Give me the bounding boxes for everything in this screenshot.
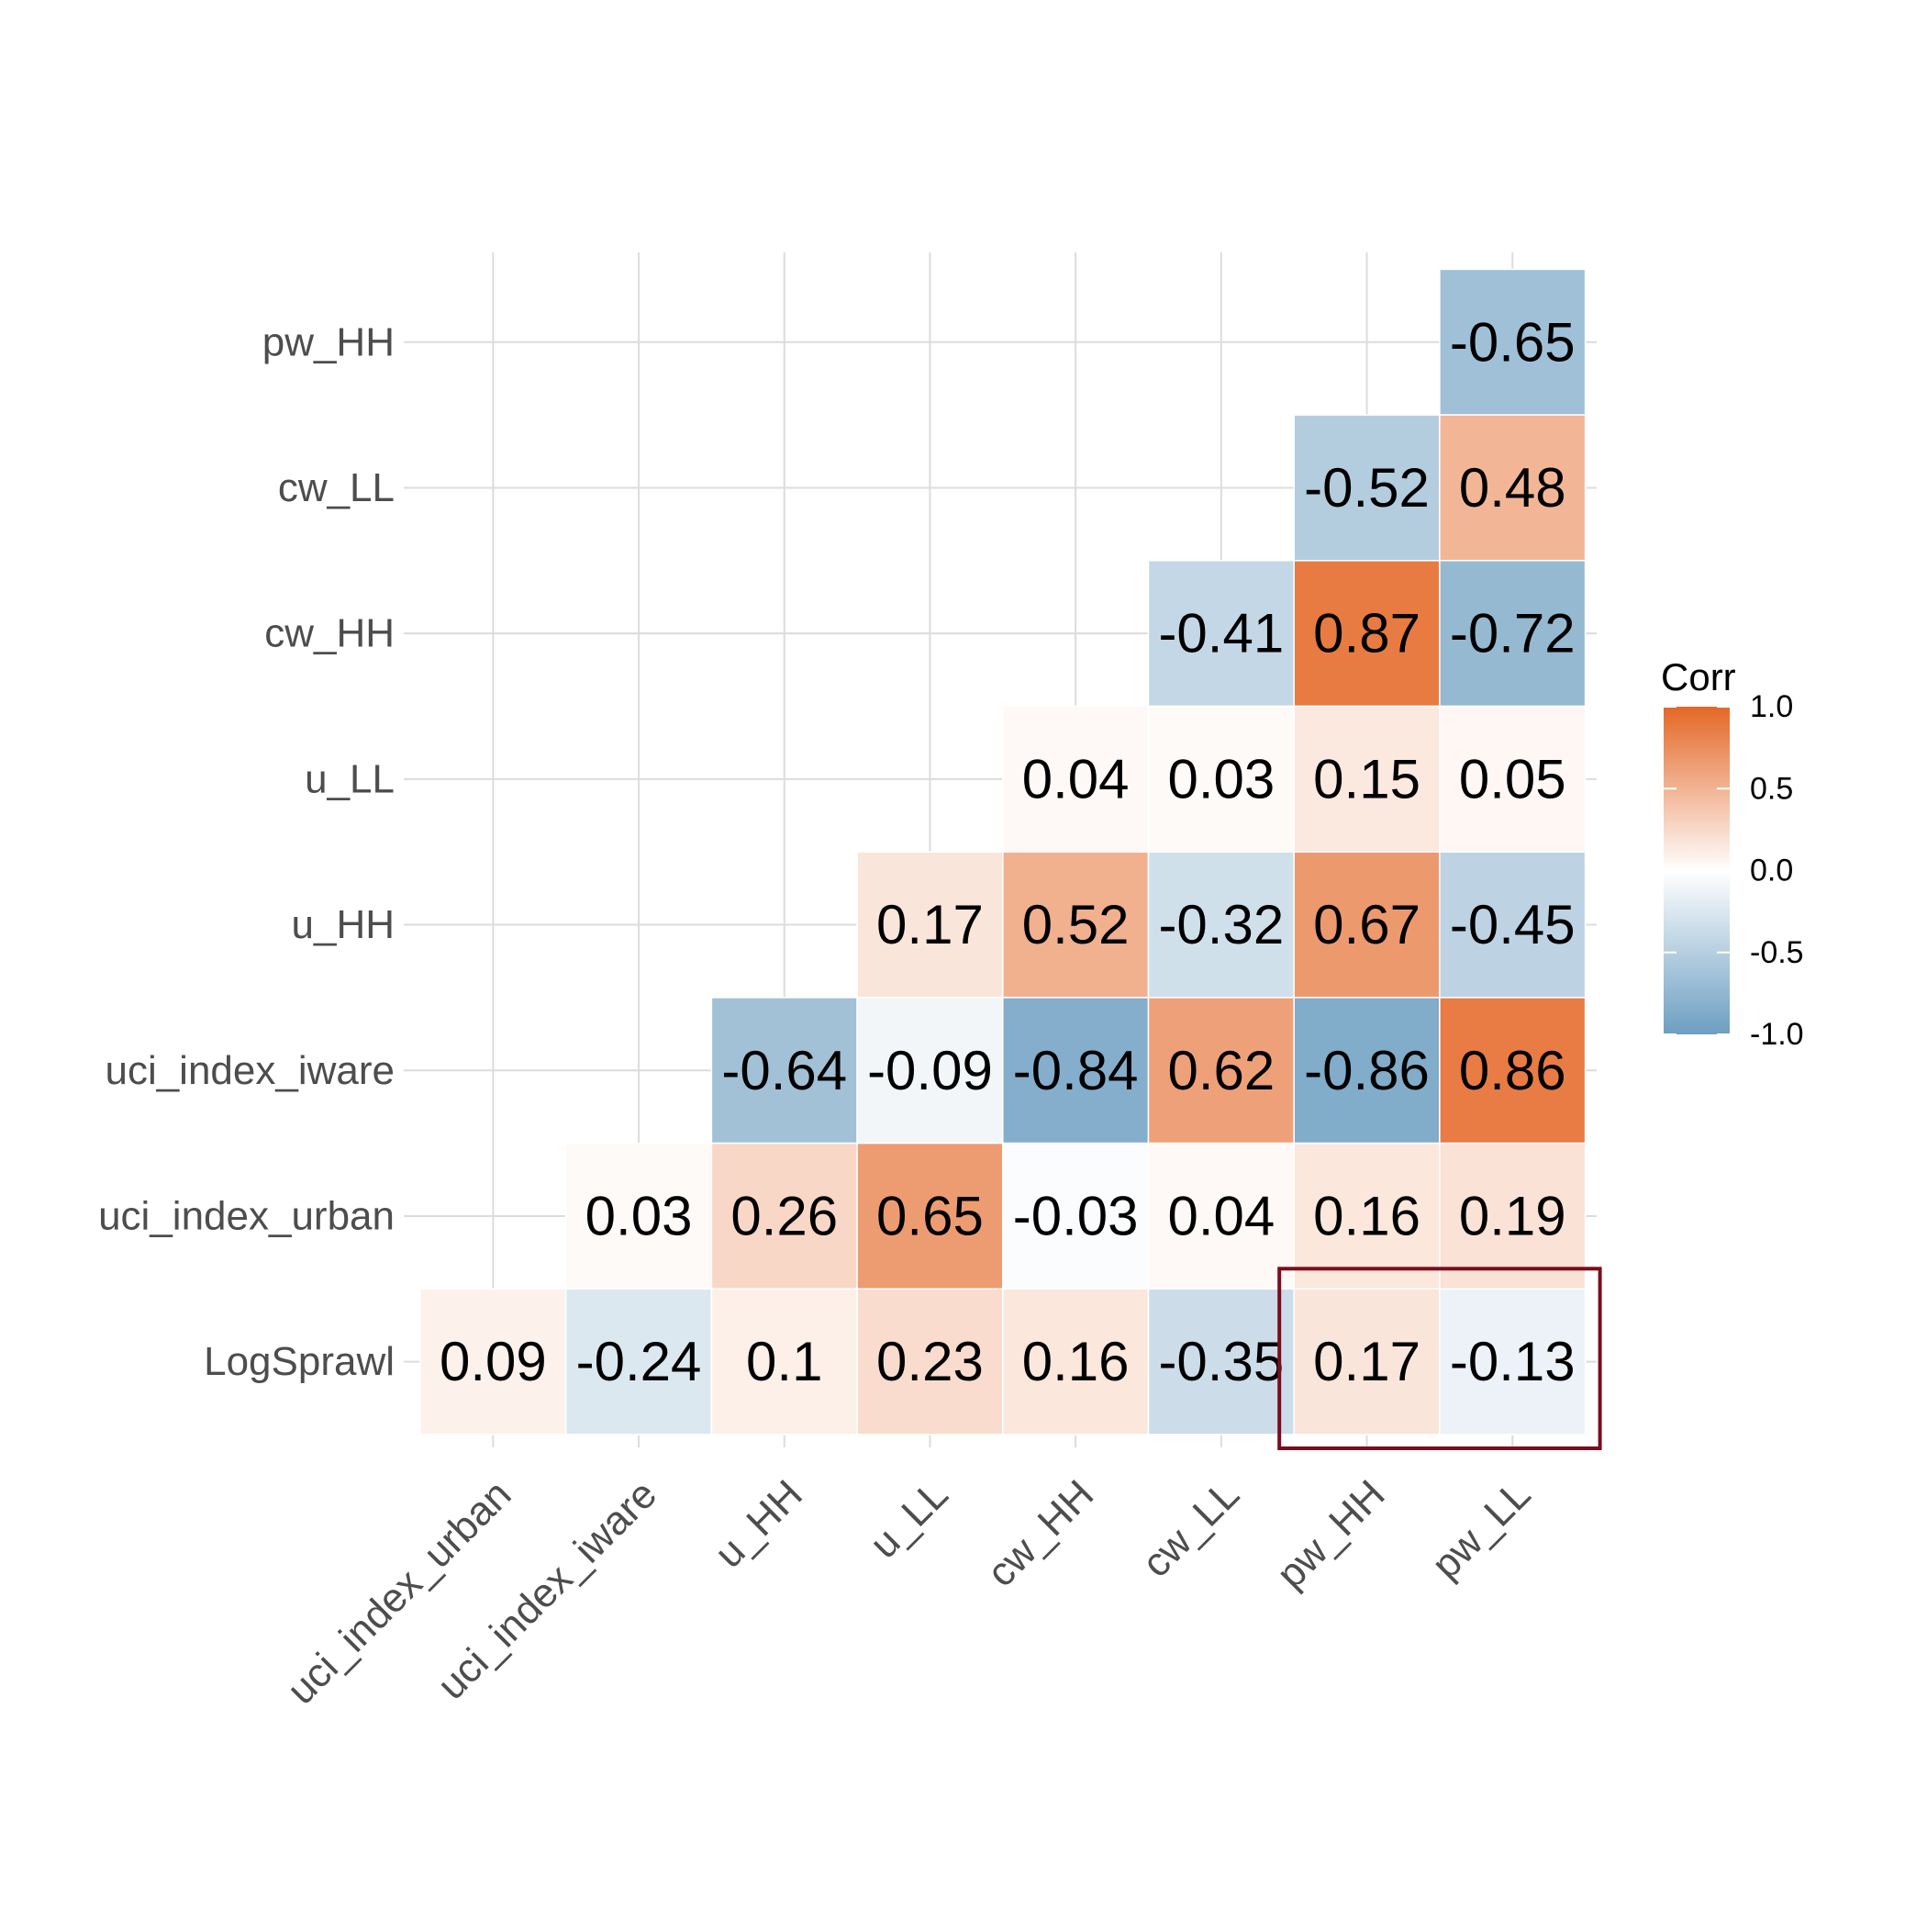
heatmap-cell: [1293, 560, 1441, 708]
cell-value: -0.35: [1158, 1331, 1284, 1392]
heatmap-cell: [564, 1288, 713, 1435]
heatmap-cell: [1293, 705, 1441, 853]
legend: Corr 1.0 0.5 0.0 -0.5 -1.0: [1661, 655, 1804, 1052]
y-tick-label: LogSprawl: [204, 1339, 395, 1384]
y-tick-label: u_HH: [292, 902, 395, 947]
cell-value: 0.87: [1313, 603, 1420, 664]
cell-value: 0.05: [1459, 748, 1566, 810]
cell-value: 0.65: [876, 1185, 984, 1246]
cell-value: 0.04: [1167, 1185, 1275, 1246]
cell-value: 0.17: [876, 894, 984, 955]
legend-tick-label: 1.0: [1750, 689, 1793, 724]
x-tick-label: cw_HH: [978, 1471, 1102, 1595]
y-tick-label: cw_LL: [278, 465, 395, 510]
heatmap-cell: [1293, 997, 1441, 1145]
cell-value: 0.48: [1459, 457, 1566, 519]
heatmap-cell: [1439, 1142, 1587, 1290]
heatmap-cell: [1439, 1288, 1587, 1435]
x-tick-label: pw_HH: [1268, 1471, 1394, 1597]
cell-value: 0.1: [746, 1331, 822, 1392]
heatmap-cell: [1147, 997, 1295, 1145]
cell-value: -0.13: [1450, 1331, 1576, 1392]
x-tick-label: u_LL: [862, 1471, 957, 1567]
heatmap-cell: [856, 997, 1004, 1145]
heatmap-cell: [564, 1142, 713, 1290]
y-tick-label: cw_HH: [264, 611, 395, 656]
heatmap-cell: [1293, 1288, 1441, 1435]
cell-value: -0.45: [1450, 894, 1576, 955]
heatmap-cell: [856, 1288, 1004, 1435]
cell-value: 0.52: [1022, 894, 1130, 955]
heatmap-cell: [710, 997, 858, 1145]
legend-title: Corr: [1661, 655, 1736, 698]
cell-value: -0.84: [1013, 1040, 1139, 1101]
y-tick-label: pw_HH: [262, 319, 395, 364]
cell-value: -0.32: [1158, 894, 1284, 955]
y-axis: LogSprawl uci_index_urban uci_index_iware u…: [98, 319, 395, 1384]
cell-value: 0.16: [1313, 1185, 1420, 1246]
x-tick-label: cw_LL: [1133, 1471, 1248, 1586]
cell-value: -0.52: [1304, 457, 1430, 519]
legend-tick-label: 0.0: [1750, 854, 1793, 888]
heatmap-cells: [419, 268, 1587, 1435]
cell-value: 0.19: [1459, 1185, 1566, 1246]
heatmap-cell: [1002, 705, 1150, 853]
cell-value: -0.03: [1013, 1185, 1139, 1246]
heatmap-cell: [710, 1288, 858, 1435]
cell-value: -0.24: [576, 1331, 702, 1392]
legend-tick-label: -1.0: [1750, 1017, 1804, 1052]
legend-tick-label: -0.5: [1750, 935, 1804, 970]
heatmap-cell: [1002, 851, 1150, 999]
cell-value: 0.09: [440, 1331, 547, 1392]
cell-value: 0.03: [585, 1185, 693, 1246]
cell-value: -0.09: [867, 1040, 993, 1101]
heatmap-cell: [1439, 997, 1587, 1145]
cell-value: -0.72: [1450, 603, 1576, 664]
heatmap-cell: [1002, 997, 1150, 1145]
heatmap-cell: [1439, 705, 1587, 853]
y-tick-label: uci_index_urban: [98, 1193, 395, 1238]
heatmap-cell: [1002, 1288, 1150, 1435]
cell-value: 0.16: [1022, 1331, 1130, 1392]
heatmap-cell: [1147, 560, 1295, 708]
heatmap-cell: [856, 851, 1004, 999]
legend-tick-label: 0.5: [1750, 771, 1793, 806]
cell-value: 0.67: [1313, 894, 1420, 955]
x-tick-label: pw_LL: [1423, 1471, 1539, 1587]
cell-value: 0.03: [1167, 748, 1275, 810]
highlight-box: [1277, 1267, 1602, 1451]
cell-value: 0.23: [876, 1331, 984, 1392]
cell-value: 0.62: [1167, 1040, 1275, 1101]
heatmap-cell: [1293, 851, 1441, 999]
cell-value: 0.15: [1313, 748, 1420, 810]
y-tick-label: u_LL: [305, 756, 395, 801]
heatmap-cell: [1439, 560, 1587, 708]
highlight-box-layer: [1277, 1267, 1602, 1451]
cell-value: 0.17: [1313, 1331, 1420, 1392]
cell-value-labels: -0.65 -0.52 0.48 -0.41 0.87 -0.72 0.04 0.03 0.15…: [440, 311, 1576, 1392]
x-tick-label: u_HH: [707, 1471, 811, 1576]
heatmap-cell: [1439, 851, 1587, 999]
cell-value: 0.26: [730, 1185, 838, 1246]
cell-value: 0.86: [1459, 1040, 1566, 1101]
heatmap-cell: [1439, 268, 1587, 416]
cell-value: -0.86: [1304, 1040, 1430, 1101]
heatmap-cell: [1147, 1142, 1295, 1290]
cell-value: -0.41: [1158, 603, 1284, 664]
cell-value: 0.04: [1022, 748, 1130, 810]
heatmap-cell: [1293, 1142, 1441, 1290]
heatmap-cell: [710, 1142, 858, 1290]
y-tick-label: uci_index_iware: [105, 1048, 395, 1093]
heatmap-cell: [1147, 1288, 1295, 1435]
cell-value: -0.64: [721, 1040, 847, 1101]
cell-value: -0.65: [1450, 311, 1576, 373]
heatmap-cell: [1147, 851, 1295, 999]
